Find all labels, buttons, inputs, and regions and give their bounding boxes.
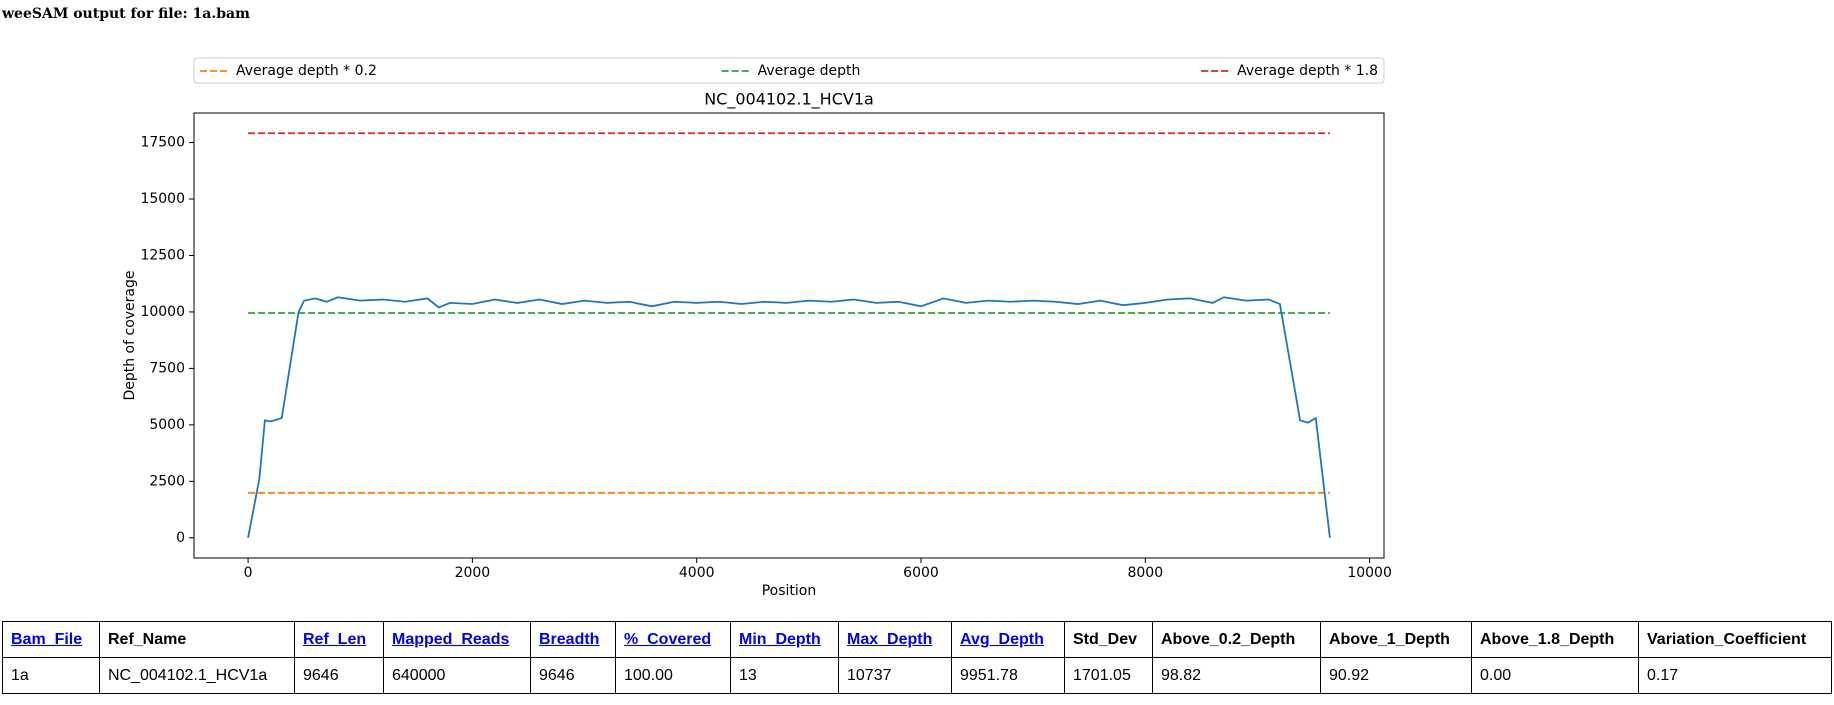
y-axis-label: Depth of coverage <box>122 270 138 400</box>
sort-link[interactable]: Max_Depth <box>847 630 933 648</box>
header-cell: Bam_File <box>2 621 100 658</box>
table-cell: 9646 <box>294 657 384 694</box>
y-tick-label: 7500 <box>149 360 185 376</box>
page-title: weeSAM output for file: 1a.bam <box>2 6 250 22</box>
legend-label: Average depth * 0.2 <box>236 63 377 79</box>
plot-frame <box>193 112 1385 559</box>
legend-label: Average depth <box>758 63 861 79</box>
chart-title: NC_004102.1_HCV1a <box>704 90 874 110</box>
header-cell: Breadth <box>530 621 616 658</box>
table-cell: 640000 <box>383 657 531 694</box>
table-cell: 100.00 <box>615 657 731 694</box>
sort-link[interactable]: Mapped_Reads <box>392 630 510 648</box>
x-axis-label: Position <box>762 583 817 599</box>
table-cell: 9646 <box>530 657 616 694</box>
x-tick-label: 8000 <box>1127 565 1163 581</box>
y-tick-label: 10000 <box>140 304 185 320</box>
header-cell: Min_Depth <box>730 621 839 658</box>
sort-link[interactable]: Avg_Depth <box>960 630 1044 648</box>
header-cell: Std_Dev <box>1064 621 1153 658</box>
chart: NC_004102.1_HCV1a Position Depth of covera… <box>122 57 1392 599</box>
header-cell: Mapped_Reads <box>383 621 531 658</box>
data-row: 1a NC_004102.1_HCV1a 9646 640000 9646 100.00 1… <box>2 657 1832 694</box>
header-cell: Variation_Coefficient <box>1638 621 1832 658</box>
header-row: Bam_File Ref_Name Ref_Len Mapped_Reads B… <box>2 621 1832 658</box>
header-cell: Above_1_Depth <box>1320 621 1472 658</box>
sort-link[interactable]: Breadth <box>539 630 600 648</box>
table-cell: NC_004102.1_HCV1a <box>99 657 295 694</box>
x-tick-label: 4000 <box>679 565 715 581</box>
header-cell: Max_Depth <box>838 621 952 658</box>
y-tick-label: 15000 <box>140 191 185 207</box>
y-tick-label: 2500 <box>149 473 185 489</box>
table-cell: 90.92 <box>1320 657 1472 694</box>
table-cell: 9951.78 <box>951 657 1065 694</box>
table-cell: 1701.05 <box>1064 657 1153 694</box>
header-cell: Above_1.8_Depth <box>1471 621 1639 658</box>
x-tick-label: 0 <box>244 565 253 581</box>
sort-link[interactable]: Min_Depth <box>739 630 821 648</box>
sort-link[interactable]: Bam_File <box>11 630 83 648</box>
data-line <box>247 296 1331 538</box>
sort-link[interactable]: %_Covered <box>624 630 712 648</box>
sort-link[interactable]: Ref_Len <box>303 630 367 648</box>
y-tick-label: 12500 <box>140 247 185 263</box>
x-tick-label: 10000 <box>1347 565 1392 581</box>
table-cell: 0.00 <box>1471 657 1639 694</box>
y-tick-label: 0 <box>176 530 185 546</box>
table-cell: 98.82 <box>1152 657 1321 694</box>
table-cell: 10737 <box>838 657 952 694</box>
table-cell: 13 <box>730 657 839 694</box>
x-tick-label: 2000 <box>455 565 491 581</box>
table-cell: 0.17 <box>1638 657 1832 694</box>
stats-table: Bam_File Ref_Name Ref_Len Mapped_Reads B… <box>2 621 1832 694</box>
header-cell: %_Covered <box>615 621 731 658</box>
legend-frame <box>193 57 1385 84</box>
header-cell: Avg_Depth <box>951 621 1065 658</box>
header-cell: Ref_Name <box>99 621 295 658</box>
y-tick-label: 17500 <box>140 135 185 151</box>
x-tick-label: 6000 <box>903 565 939 581</box>
table-cell: 1a <box>2 657 100 694</box>
legend-label: Average depth * 1.8 <box>1237 63 1378 79</box>
header-cell: Above_0.2_Depth <box>1152 621 1321 658</box>
header-cell: Ref_Len <box>294 621 384 658</box>
y-tick-label: 5000 <box>149 417 185 433</box>
